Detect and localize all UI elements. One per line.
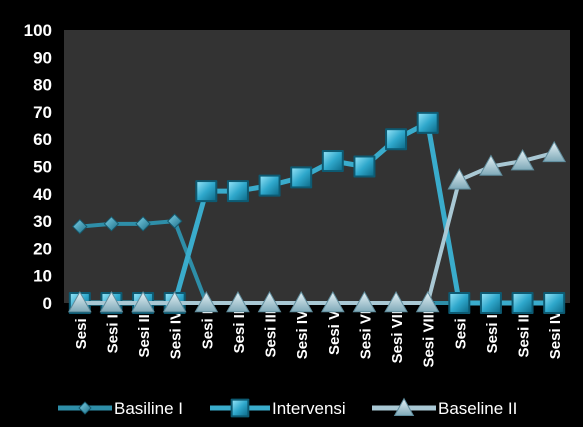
data-point	[510, 149, 535, 171]
data-point	[416, 111, 439, 134]
data-point	[415, 290, 440, 313]
data-point	[99, 290, 124, 313]
legend-marker	[393, 397, 415, 416]
legend-item: Basiline I	[58, 399, 183, 418]
y-tick-label: 30	[33, 212, 52, 231]
x-tick-label: Sesi I	[199, 310, 216, 349]
data-point	[447, 168, 472, 190]
data-point	[384, 290, 408, 313]
legend-item: Baseline II	[372, 397, 517, 418]
x-tick-label: Sesi II	[231, 310, 248, 353]
y-tick-label: 20	[33, 239, 52, 258]
data-point	[258, 174, 281, 197]
data-point	[543, 292, 566, 314]
data-point	[511, 292, 534, 314]
x-axis: Sesi I Sesi II Sesi III Sesi IV Sesi I Sesi I…	[73, 310, 564, 368]
legend-item: Intervensi	[210, 398, 346, 418]
data-point	[226, 180, 249, 203]
data-point	[385, 128, 408, 151]
y-tick-label: 100	[24, 21, 52, 40]
y-axis: 0 10 20 30 40 50 60 70 80 90 100	[24, 21, 52, 313]
x-tick-label: Sesi IV	[168, 310, 185, 359]
data-point	[289, 290, 314, 313]
legend-label: Intervensi	[272, 399, 346, 418]
data-point	[195, 180, 218, 203]
x-tick-label: Sesi III	[136, 310, 153, 358]
y-tick-label: 80	[33, 76, 52, 95]
data-point	[226, 290, 250, 313]
y-tick-label: 90	[33, 48, 52, 67]
data-point	[353, 155, 376, 178]
data-point	[479, 292, 502, 314]
x-tick-label: Sesi II	[484, 310, 501, 353]
series-layer	[67, 111, 567, 314]
data-point	[352, 290, 377, 313]
x-tick-label: Sesi I	[73, 310, 90, 349]
y-tick-label: 60	[33, 130, 52, 149]
data-point	[72, 218, 88, 235]
legend-label: Basiline I	[114, 399, 183, 418]
data-point	[257, 290, 282, 313]
y-tick-label: 40	[33, 185, 52, 204]
data-point	[166, 213, 183, 229]
legend-label: Baseline II	[438, 399, 517, 418]
x-tick-label: Sesi VI	[357, 310, 374, 359]
data-point	[131, 290, 155, 313]
x-tick-label: Sesi IV	[294, 310, 311, 359]
y-tick-label: 50	[33, 158, 52, 177]
x-tick-label: Sesi I	[452, 310, 469, 349]
y-tick-label: 0	[43, 294, 52, 313]
x-tick-label: Sesi VII	[389, 310, 406, 363]
x-tick-label: Sesi III	[263, 310, 280, 358]
data-point	[67, 290, 92, 313]
y-tick-label: 10	[33, 267, 52, 286]
data-point	[479, 154, 503, 176]
data-point	[194, 290, 219, 313]
x-tick-label: Sesi III	[516, 310, 533, 358]
x-tick-label: Sesi V	[326, 310, 343, 355]
legend-marker	[78, 401, 92, 415]
data-point	[290, 166, 313, 189]
series-line	[79, 150, 555, 305]
y-tick-label: 70	[33, 103, 52, 122]
data-point	[320, 290, 345, 313]
legend-marker	[230, 398, 250, 418]
data-point	[103, 216, 120, 232]
x-tick-label: Sesi IV	[547, 310, 564, 359]
data-point	[448, 292, 471, 314]
data-point	[162, 290, 187, 313]
x-tick-label: Sesi II	[104, 310, 121, 353]
data-point	[135, 216, 151, 232]
data-point	[321, 150, 344, 173]
legend: Basiline I Intervensi Baseline II	[58, 397, 517, 418]
series-baseline-ii	[67, 140, 567, 313]
data-point	[542, 140, 567, 163]
x-tick-label: Sesi VIII	[421, 310, 438, 368]
